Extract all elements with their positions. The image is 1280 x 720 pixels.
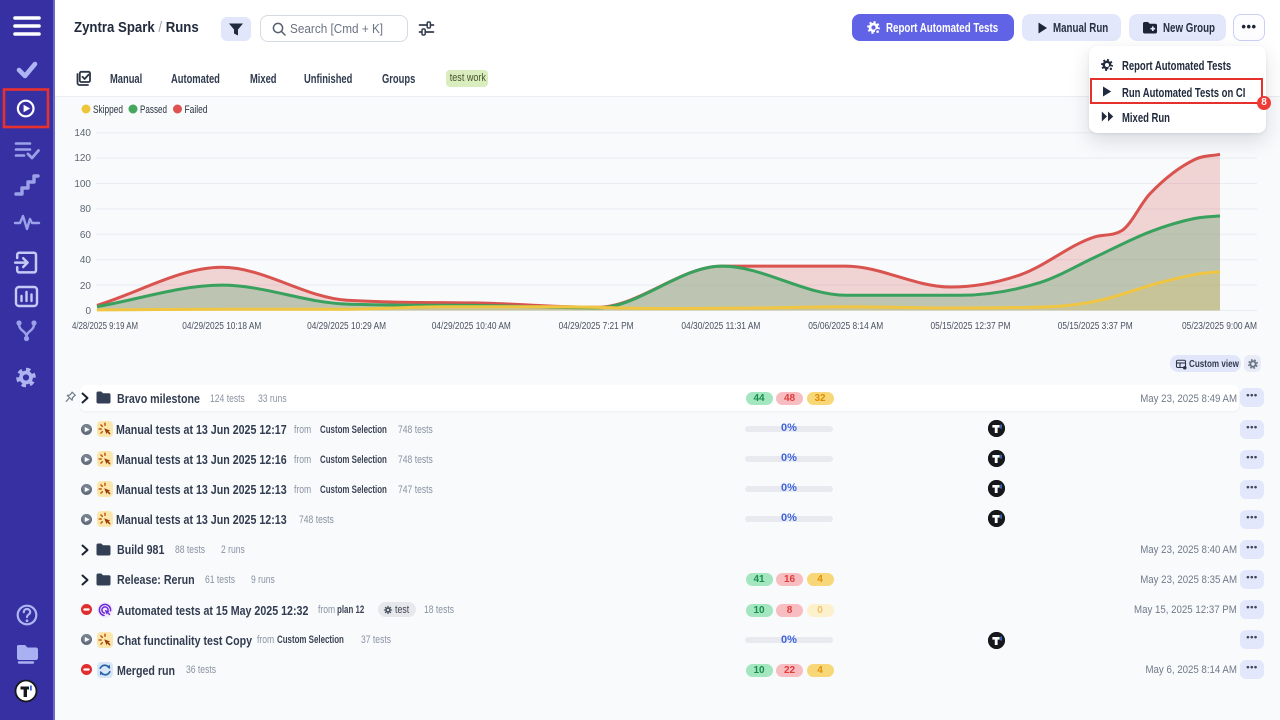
svg-text:120: 120 <box>74 153 91 164</box>
svg-text:04/29/2025 7:21 PM: 04/29/2025 7:21 PM <box>559 321 634 332</box>
svg-text:05/06/2025 8:14 AM: 05/06/2025 8:14 AM <box>808 321 883 332</box>
svg-text:60: 60 <box>80 230 92 241</box>
svg-text:04/29/2025 10:40 AM: 04/29/2025 10:40 AM <box>432 321 511 332</box>
svg-text:100: 100 <box>74 179 91 190</box>
svg-text:04/29/2025 10:29 AM: 04/29/2025 10:29 AM <box>307 321 386 332</box>
svg-text:04/30/2025 11:31 AM: 04/30/2025 11:31 AM <box>681 321 760 332</box>
svg-text:140: 140 <box>74 128 91 139</box>
svg-text:4/28/2025 9:19 AM: 4/28/2025 9:19 AM <box>72 321 138 332</box>
svg-text:80: 80 <box>80 204 92 215</box>
svg-text:0: 0 <box>85 306 91 317</box>
svg-text:05/15/2025 12:37 PM: 05/15/2025 12:37 PM <box>931 321 1011 332</box>
svg-text:40: 40 <box>80 255 92 266</box>
svg-text:Skipped: Skipped <box>93 104 123 116</box>
svg-text:Passed: Passed <box>140 104 167 116</box>
svg-text:20: 20 <box>80 281 92 292</box>
svg-text:05/23/2025 9:00 AM: 05/23/2025 9:00 AM <box>1182 321 1257 332</box>
svg-text:04/29/2025 10:18 AM: 04/29/2025 10:18 AM <box>182 321 261 332</box>
svg-text:Failed: Failed <box>185 104 208 116</box>
svg-text:05/15/2025 3:37 PM: 05/15/2025 3:37 PM <box>1058 321 1133 332</box>
